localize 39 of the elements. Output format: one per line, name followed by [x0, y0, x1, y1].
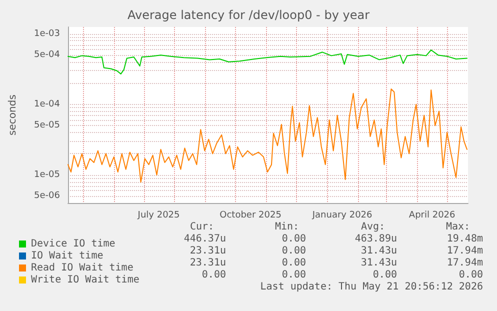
legend-label: IO Wait time: [31, 250, 104, 262]
line-series: [68, 88, 468, 183]
text: 23.31u: [190, 246, 226, 256]
text: 0.00: [282, 258, 306, 268]
text: 31.43u: [360, 258, 397, 268]
y-tick-label: 5e-04: [34, 50, 60, 60]
text: 446.37u: [184, 234, 226, 244]
x-tick-label: October 2025: [220, 210, 282, 220]
y-tick-label: 5e-06: [34, 191, 60, 202]
text: Avg:: [360, 222, 386, 232]
text: 0.00: [282, 246, 306, 256]
legend-label: Write IO Wait time: [31, 274, 140, 286]
text: 17.94m: [446, 258, 483, 268]
text: 19.48m: [446, 234, 483, 244]
text: 0.00: [458, 270, 483, 280]
x-tick-label: July 2025: [136, 210, 180, 220]
text: Max:: [446, 222, 470, 232]
text: 0.00: [372, 270, 397, 280]
text: 0.00: [282, 270, 306, 280]
y-tick-label: 1e-04: [34, 99, 60, 110]
y-tick-label: 1e-03: [34, 28, 60, 39]
legend-label: Read IO Wait time: [31, 262, 134, 274]
line-series: [68, 50, 468, 74]
text: 0.00: [202, 270, 226, 280]
text: Last update: Thu May 21 20:56:12 2026: [260, 282, 483, 292]
legend-label: Device IO time: [31, 238, 116, 250]
text: Min:: [274, 222, 300, 232]
chart-title: Average latency for /dev/loop0 - by year: [127, 8, 370, 22]
text: Cur:: [190, 222, 214, 232]
text: 31.43u: [360, 246, 397, 256]
y-tick-label: 5e-05: [34, 120, 60, 131]
text: 23.31u: [190, 258, 226, 268]
y-axis-title: seconds: [8, 94, 18, 136]
x-tick-label: April 2026: [408, 210, 456, 220]
y-tick-label: 1e-05: [34, 170, 60, 180]
text: 17.94m: [446, 246, 483, 256]
text: 463.89u: [354, 234, 397, 244]
text: 0.00: [282, 234, 306, 244]
x-tick-label: January 2026: [311, 210, 373, 220]
